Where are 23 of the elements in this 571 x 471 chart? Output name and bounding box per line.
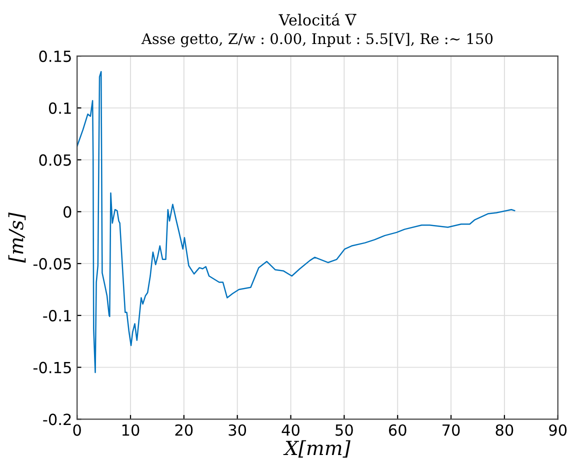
y-tick-label: 0.1 (48, 102, 71, 114)
y-tick-label: -0.2 (43, 414, 71, 426)
line-series (77, 70, 516, 374)
x-tick-label: 30 (228, 424, 246, 436)
x-tick-label: 60 (388, 424, 406, 436)
x-tick-label: 90 (549, 424, 567, 436)
x-tick-label: 70 (442, 424, 460, 436)
y-tick-label: 0.05 (39, 154, 71, 166)
x-axis-title: X[mm] (283, 440, 350, 458)
y-axis-title: [m/s] (8, 212, 26, 263)
chart-subtitle: Asse getto, Z/w : 0.00, Input : 5.5[V], Re :∼ 150 (141, 32, 493, 48)
x-tick-label: 0 (73, 424, 81, 436)
y-tick-label: -0.15 (33, 362, 71, 374)
y-tick-label: -0.1 (43, 310, 71, 322)
x-tick-label: 40 (282, 424, 300, 436)
x-tick-label: 80 (496, 424, 514, 436)
chart-title: Velocitá V̅ (278, 13, 356, 26)
y-tick-label: -0.05 (33, 258, 71, 270)
y-tick-label: 0 (64, 206, 72, 218)
y-tick-label: 0.15 (39, 50, 71, 62)
x-tick-label: 10 (122, 424, 140, 436)
x-tick-label: 20 (175, 424, 193, 436)
x-tick-label: 50 (336, 424, 353, 436)
